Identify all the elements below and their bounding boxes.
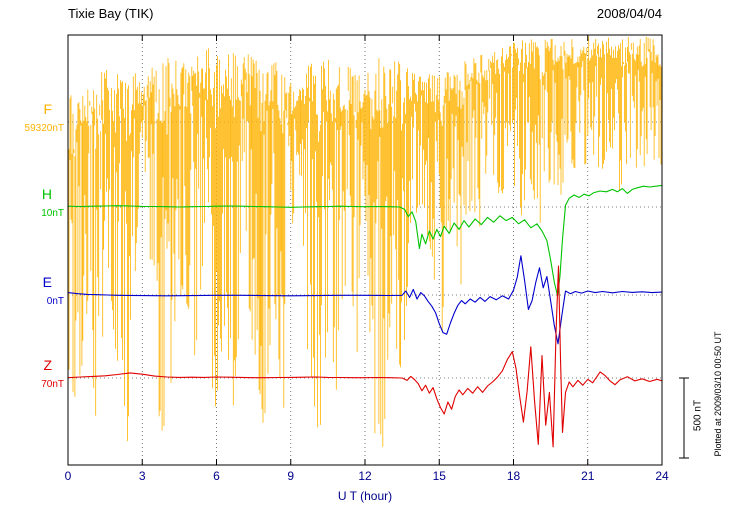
trace-baseline-e: 0nT (46, 296, 64, 307)
svg-text:9: 9 (287, 469, 294, 483)
svg-text:12: 12 (358, 469, 372, 483)
scalebar-label: 500 nT (692, 399, 704, 432)
svg-text:24: 24 (655, 469, 669, 483)
trace-baseline-z: 70nT (41, 379, 64, 390)
date-label: 2008/04/04 (596, 6, 662, 21)
x-axis-label: U T (hour) (337, 489, 393, 503)
svg-text:15: 15 (433, 469, 447, 483)
trace-baseline-f: 59320nT (24, 123, 64, 134)
plotted-at-note: Plotted at 2009/03/10 00:50 UT (713, 331, 723, 457)
trace-letter-f: F (43, 101, 52, 117)
svg-text:18: 18 (507, 469, 521, 483)
svg-text:3: 3 (139, 469, 146, 483)
trace-letter-h: H (41, 186, 52, 202)
trace-baseline-h: 10nT (41, 208, 64, 219)
page-title: Tixie Bay (TIK) (68, 6, 154, 21)
svg-text:6: 6 (213, 469, 220, 483)
svg-text:0: 0 (65, 469, 72, 483)
svg-text:21: 21 (581, 469, 595, 483)
trace-letter-z: Z (43, 357, 52, 373)
trace-letter-e: E (42, 274, 52, 290)
